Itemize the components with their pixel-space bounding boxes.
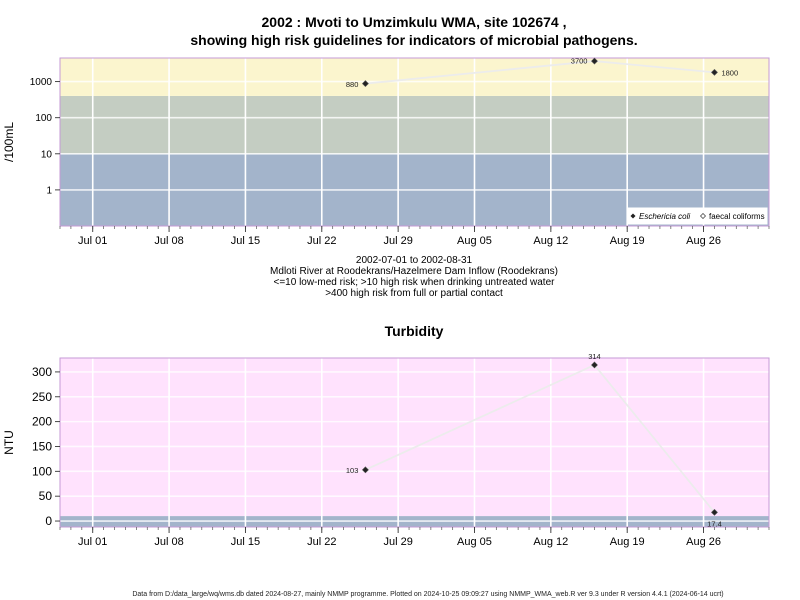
chart2-x-tick-label: Jul 01: [78, 536, 107, 548]
chart1-caption-guideline-2: >400 high risk from full or partial cont…: [325, 288, 503, 299]
chart2-data-point: [361, 466, 369, 474]
chart1-y-tick-label: 100: [35, 113, 52, 124]
chart2-y-tick-label: 100: [32, 464, 52, 478]
chart2-data-label: 17.4: [707, 519, 722, 528]
chart2-panel: Jul 01 Jul 08 Jul 15 Jul 22 Jul 29 Aug 05 Aug …: [2, 352, 770, 548]
chart1-caption-guideline-1: <=10 low-med risk; >10 high risk when dr…: [274, 277, 556, 288]
chart1-x-tick-label: Jul 22: [307, 235, 336, 247]
chart2-data-label: 314: [588, 352, 601, 361]
chart1-data-label: 880: [346, 80, 359, 89]
chart1-data-point: [711, 68, 718, 76]
chart2-x-tick-label: Jul 15: [231, 536, 260, 548]
chart2-risk-band: [60, 358, 769, 517]
chart2-data-point: [591, 361, 598, 369]
chart1-legend-label: Eschericia coli: [639, 212, 690, 221]
chart2-y-tick-label: 0: [45, 514, 52, 528]
chart1-caption-date-range: 2002-07-01 to 2002-08-31: [356, 255, 473, 266]
chart2-x-tick-label: Aug 05: [457, 536, 492, 548]
chart2-data-point: [711, 508, 718, 516]
chart1-x-tick-label: Aug 12: [533, 235, 568, 247]
chart2-title: Turbidity: [385, 323, 444, 339]
chart2-x-tick-label: Jul 08: [154, 536, 183, 548]
chart1-data-point: [591, 57, 598, 65]
chart1-x-tick-label: Aug 26: [686, 235, 721, 247]
chart1-legend-box: [626, 207, 768, 225]
chart1-risk-band: [60, 95, 769, 154]
chart1-data-label: 3700: [571, 57, 588, 66]
chart1-legend-marker-open: [700, 213, 706, 219]
chart1-title-line2: showing high risk guidelines for indicat…: [190, 32, 637, 48]
chart2-plot-border: [59, 357, 770, 528]
chart1-title-line1: 2002 : Mvoti to Umzimkulu WMA, site 1026…: [262, 14, 567, 30]
chart2-x-tick-label: Jul 29: [383, 536, 412, 548]
chart2-y-tick-label: 200: [32, 415, 52, 429]
chart2-y-tick-label: 250: [32, 390, 52, 404]
chart1-data-point: [361, 80, 369, 88]
chart1-legend-marker-filled: [630, 213, 636, 219]
chart1-y-tick-label: 1: [46, 185, 52, 196]
chart1-x-tick-label: Aug 05: [457, 235, 492, 247]
chart2-x-tick-label: Jul 22: [307, 536, 336, 548]
chart1-x-tick-label: Jul 29: [383, 235, 412, 247]
chart1-y-tick-label: 10: [41, 149, 53, 160]
chart2-y-tick-label: 300: [32, 365, 52, 379]
chart2-x-tick-label: Aug 12: [533, 536, 568, 548]
chart2-x-tick-label: Aug 26: [686, 536, 721, 548]
chart1-data-label: 1800: [721, 68, 738, 77]
chart2-y-tick-label: 150: [32, 439, 52, 453]
chart1-risk-band: [60, 58, 769, 96]
chart2-y-tick-label: 50: [39, 489, 53, 503]
chart1-x-tick-label: Jul 08: [154, 235, 183, 247]
chart1-x-tick-label: Jul 15: [231, 235, 260, 247]
chart1-caption-site: Mdloti River at Roodekrans/Hazelmere Dam…: [270, 266, 558, 277]
chart1-legend: Eschericia coli faecal coliforms: [626, 207, 768, 225]
chart2-y-axis-label: NTU: [2, 430, 16, 455]
chart2-data-label: 103: [346, 466, 359, 475]
chart1-plot-border: [59, 57, 770, 227]
chart2-x-tick-label: Aug 19: [610, 536, 645, 548]
chart1-y-tick-label: 1000: [30, 77, 53, 88]
chart1-legend-label: faecal coliforms: [709, 212, 765, 221]
chart1-x-tick-label: Jul 01: [78, 235, 107, 247]
footer-note: Data from D:/data_large/wq/wms.db dated …: [132, 591, 723, 598]
chart1-panel: Jul 01 Jul 08 Jul 15 Jul 22 Jul 29 Aug 05 Aug …: [2, 57, 770, 247]
chart1-y-axis-label: /100mL: [2, 122, 16, 162]
chart1-x-tick-label: Aug 19: [610, 235, 645, 247]
